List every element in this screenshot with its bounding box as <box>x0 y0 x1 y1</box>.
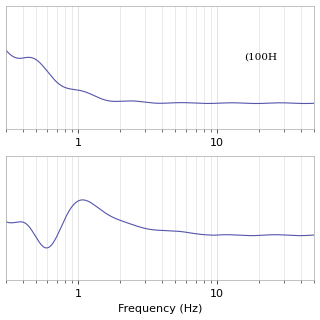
Text: (100H: (100H <box>244 53 277 62</box>
X-axis label: Frequency (Hz): Frequency (Hz) <box>118 304 202 315</box>
